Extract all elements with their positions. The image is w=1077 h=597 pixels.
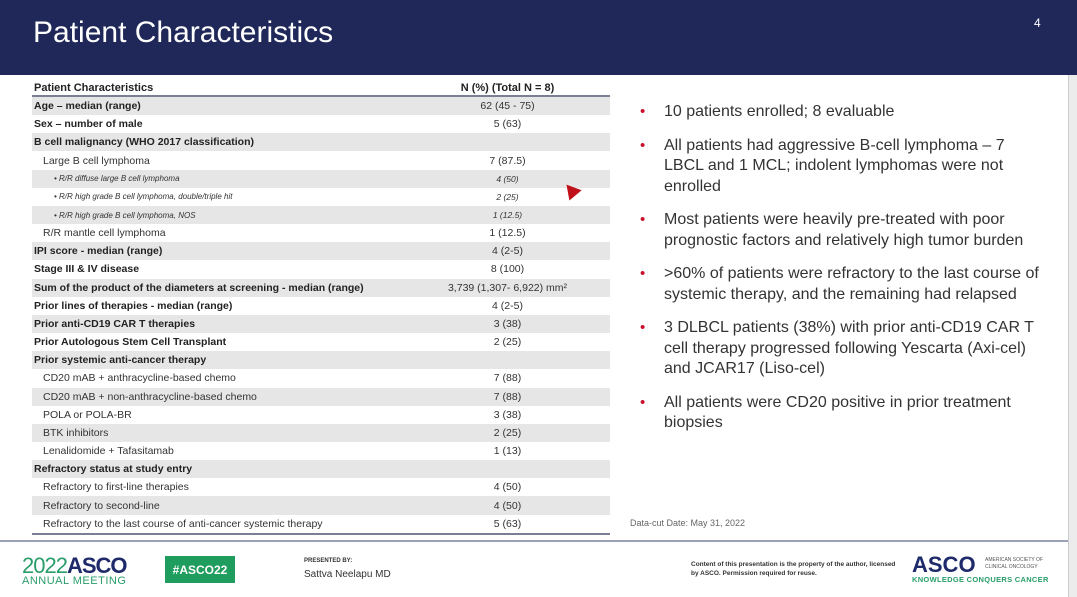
table-header: Patient Characteristics N (%) (Total N =… <box>32 80 610 97</box>
presenter-name: Sattva Neelapu MD <box>304 569 391 580</box>
row-label: POLA or POLA-BR <box>43 408 132 421</box>
row-label: Lenalidomide + Tafasitamab <box>43 445 174 458</box>
row-label: • R/R high grade B cell lymphoma, NOS <box>54 210 196 220</box>
row-value: 1 (13) <box>493 445 522 458</box>
table-row: • R/R high grade B cell lymphoma, double… <box>32 188 610 206</box>
bullet-item: All patients had aggressive B-cell lymph… <box>640 136 1040 198</box>
row-value: 2 (25) <box>493 336 522 349</box>
row-label: B cell malignancy (WHO 2017 classificati… <box>34 136 254 149</box>
bullet-item: Most patients were heavily pre-treated w… <box>640 210 1040 251</box>
table-row: • R/R diffuse large B cell lymphoma 4 (50… <box>32 169 610 188</box>
table-row: CD20 mAB + non-anthracycline-based chemo… <box>32 387 610 406</box>
row-value: 3 (38) <box>493 317 522 330</box>
row-value: 5 (63) <box>493 118 522 131</box>
row-label: Large B cell lymphoma <box>43 154 150 167</box>
table-row: CD20 mAB + anthracycline-based chemo 7 (8… <box>32 369 610 387</box>
footer-divider <box>0 540 1068 542</box>
row-label: Refractory to first-line therapies <box>43 481 189 494</box>
row-label: BTK inhibitors <box>43 426 109 439</box>
table-row: Stage III & IV disease 8 (100) <box>32 260 610 278</box>
row-value: 7 (87.5) <box>489 154 526 167</box>
bullet-item: >60% of patients were refractory to the … <box>640 264 1040 305</box>
table-row: Refractory to first-line therapies 4 (50) <box>32 478 610 496</box>
row-label: Sum of the product of the diameters at s… <box>34 281 364 294</box>
header-n: N (%) (Total N = 8) <box>460 81 555 94</box>
row-label: Stage III & IV disease <box>34 263 140 276</box>
row-value: 2 (25) <box>496 191 519 202</box>
row-value: 4 (2-5) <box>492 245 523 258</box>
table-row: IPI score - median (range) 4 (2-5) <box>32 242 610 261</box>
row-value: 1 (12.5) <box>489 227 526 240</box>
row-value: 5 (63) <box>493 517 522 530</box>
row-label: Prior anti-CD19 CAR T therapies <box>34 317 196 330</box>
asco-society-name: AMERICAN SOCIETY OF CLINICAL ONCOLOGY <box>985 557 1043 570</box>
annual-meeting-label: ANNUAL MEETING <box>22 575 127 587</box>
row-label: CD20 mAB + anthracycline-based chemo <box>43 372 236 385</box>
row-value: 62 (45 - 75) <box>480 100 535 113</box>
row-value: 4 (50) <box>496 173 519 184</box>
row-label: CD20 mAB + non-anthracycline-based chemo <box>43 390 257 403</box>
row-label: Prior systemic anti-cancer therapy <box>34 354 207 367</box>
table-row: Refractory status at study entry <box>32 460 610 479</box>
table-row: Sum of the product of the diameters at s… <box>32 278 610 297</box>
row-value: 3 (38) <box>493 408 522 421</box>
row-value: 8 (100) <box>490 263 525 276</box>
tagline: KNOWLEDGE CONQUERS CANCER <box>912 575 1049 584</box>
row-value: 7 (88) <box>493 390 522 403</box>
row-label: Refractory to second-line <box>43 499 160 512</box>
table-row: • R/R high grade B cell lymphoma, NOS 1 (… <box>32 205 610 225</box>
copyright-notice: Content of this presentation is the prop… <box>691 561 896 577</box>
table-row: Refractory to the last course of anti-ca… <box>32 515 610 533</box>
row-label: IPI score - median (range) <box>34 245 163 258</box>
table-row: Lenalidomide + Tafasitamab 1 (13) <box>32 442 610 460</box>
presented-by-label: PRESENTED BY: <box>304 558 353 564</box>
table-row: Prior lines of therapies - median (range… <box>32 297 610 315</box>
slide-title: Patient Characteristics <box>33 16 334 49</box>
table-row: BTK inhibitors 2 (25) <box>32 423 610 442</box>
row-value: 4 (50) <box>493 499 522 512</box>
asco-annual-meeting-logo: 2022ASCO <box>22 553 128 578</box>
bullet-item: 10 patients enrolled; 8 evaluable <box>640 102 1040 123</box>
row-label: • R/R diffuse large B cell lymphoma <box>54 174 180 184</box>
table-row: Large B cell lymphoma 7 (87.5) <box>32 151 610 169</box>
bullet-list: 10 patients enrolled; 8 evaluable All pat… <box>640 102 1040 447</box>
table-row: POLA or POLA-BR 3 (38) <box>32 406 610 424</box>
bullet-item: 3 DLBCL patients (38%) with prior anti-C… <box>640 318 1040 380</box>
page-number: 4 <box>1034 16 1041 30</box>
row-label: R/R mantle cell lymphoma <box>43 227 166 240</box>
table-row: Prior anti-CD19 CAR T therapies 3 (38) <box>32 314 610 334</box>
window-edge <box>1068 75 1077 597</box>
bullet-item: All patients were CD20 positive in prior… <box>640 393 1040 434</box>
characteristics-table: Patient Characteristics N (%) (Total N =… <box>32 80 610 535</box>
hashtag-badge: #ASCO22 <box>165 556 235 583</box>
table-row: Sex – number of male 5 (63) <box>32 115 610 133</box>
row-label: Prior lines of therapies - median (range… <box>34 299 233 312</box>
row-label: • R/R high grade B cell lymphoma, double… <box>54 192 233 202</box>
table-row: R/R mantle cell lymphoma 1 (12.5) <box>32 224 610 242</box>
row-value: 7 (88) <box>493 372 522 385</box>
table-row: Refractory to second-line 4 (50) <box>32 496 610 515</box>
row-label: Refractory status at study entry <box>34 463 193 476</box>
data-cut-date: Data-cut Date: May 31, 2022 <box>630 518 746 528</box>
header-characteristic: Patient Characteristics <box>34 81 154 94</box>
table-row: B cell malignancy (WHO 2017 classificati… <box>32 133 610 152</box>
row-value: 4 (50) <box>493 481 522 494</box>
row-label: Sex – number of male <box>34 118 143 131</box>
row-value: 1 (12.5) <box>492 210 523 221</box>
table-row: Age – median (range) 62 (45 - 75) <box>32 97 610 116</box>
row-label: Prior Autologous Stem Cell Transplant <box>34 336 227 349</box>
table-row: Prior systemic anti-cancer therapy <box>32 351 610 370</box>
asco-logo: ASCO <box>912 552 976 577</box>
row-label: Refractory to the last course of anti-ca… <box>43 517 323 530</box>
row-value: 3,739 (1,307- 6,922) mm² <box>447 281 568 294</box>
slide-header: Patient Characteristics 4 <box>0 0 1077 75</box>
row-value: 2 (25) <box>493 426 522 439</box>
row-value: 4 (2-5) <box>492 299 523 312</box>
row-label: Age – median (range) <box>34 100 141 113</box>
table-row: Prior Autologous Stem Cell Transplant 2 (… <box>32 333 610 351</box>
